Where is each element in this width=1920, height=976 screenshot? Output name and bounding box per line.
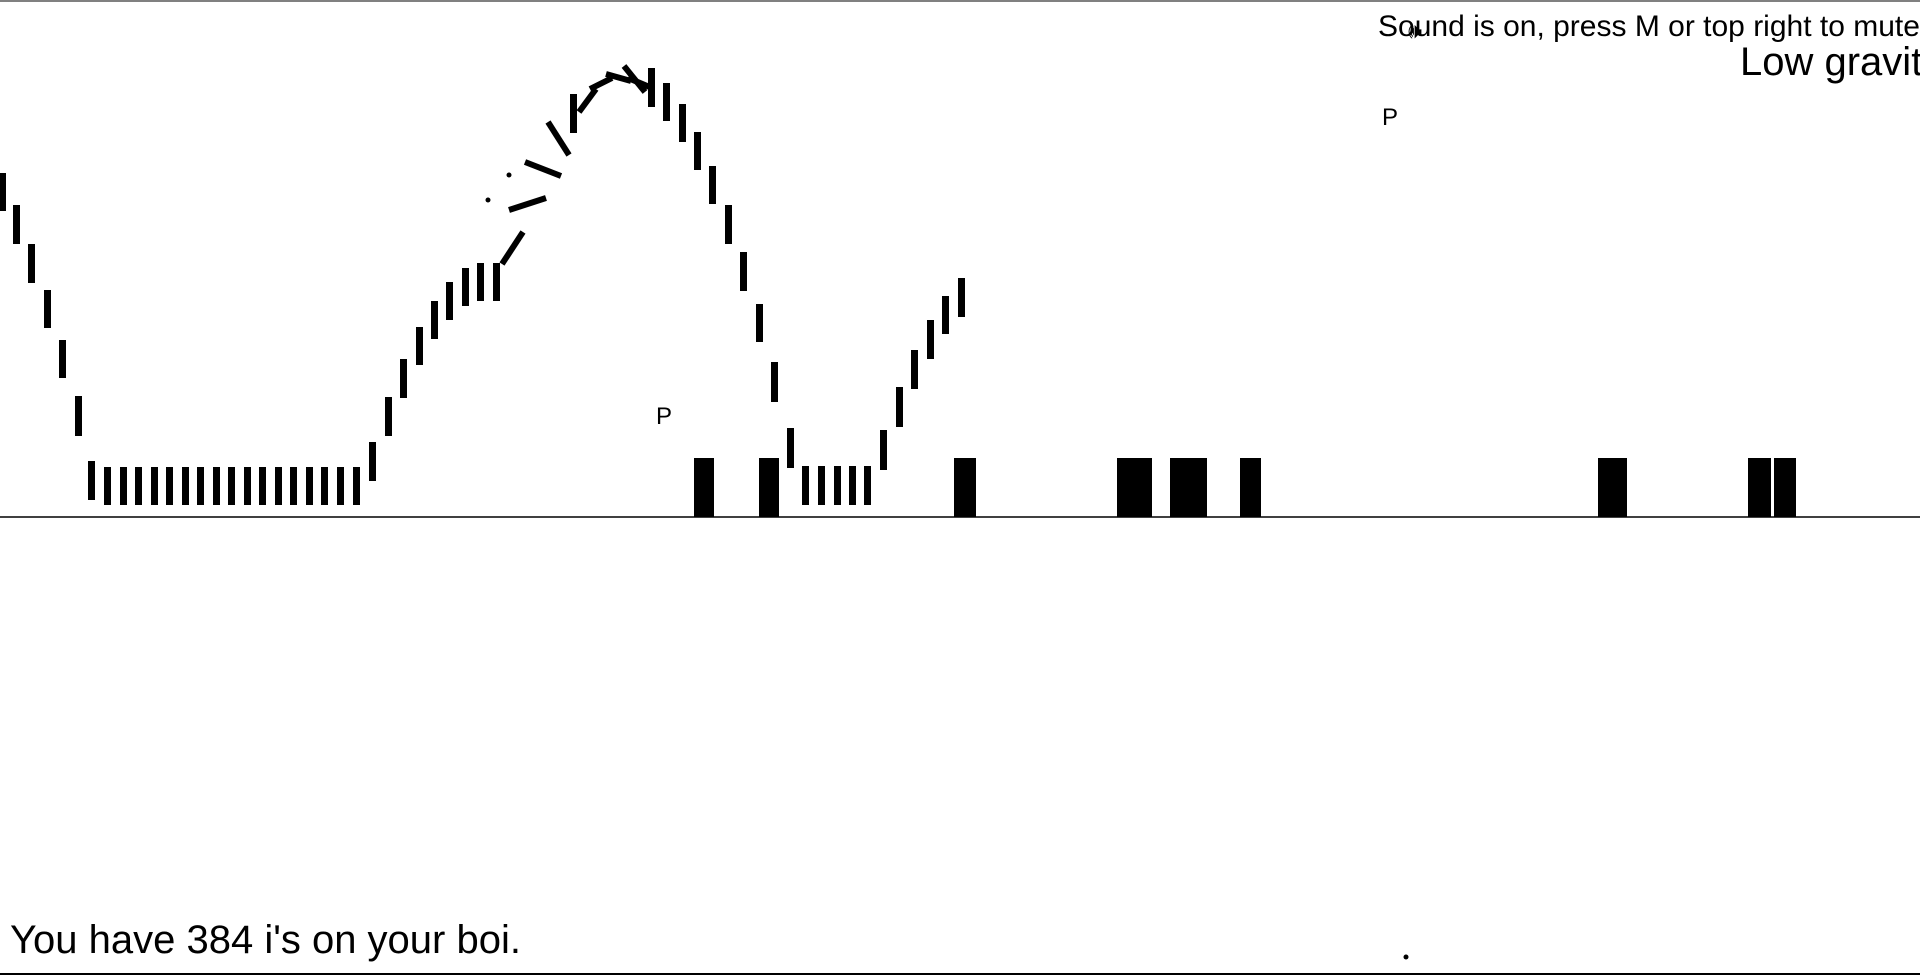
i-bar xyxy=(182,467,189,505)
obstacle-block xyxy=(1598,458,1627,517)
i-bar xyxy=(28,244,35,283)
boi-segment xyxy=(605,71,632,84)
powerup-p: P xyxy=(656,403,673,430)
i-bar xyxy=(493,263,500,301)
i-bar xyxy=(228,467,235,505)
i-bar xyxy=(942,296,949,334)
i-bar xyxy=(306,467,313,505)
i-bar xyxy=(135,467,142,505)
obstacles xyxy=(694,458,1796,517)
i-bar xyxy=(787,428,794,468)
i-bar xyxy=(849,466,856,505)
obstacle-block xyxy=(1240,458,1261,517)
i-bar xyxy=(864,466,871,505)
i-bar xyxy=(477,263,484,301)
boi-segment xyxy=(576,87,599,114)
dots xyxy=(485,172,1409,960)
i-bar xyxy=(958,278,965,317)
dot xyxy=(485,197,491,203)
i-bar xyxy=(416,327,423,365)
obstacle-block xyxy=(1774,458,1796,517)
i-counter-text: You have 384 i's on your boi. xyxy=(10,918,521,962)
obstacle-block xyxy=(1170,458,1207,517)
i-bar xyxy=(679,104,686,142)
i-bar xyxy=(834,466,841,505)
powerup-p: P xyxy=(1382,104,1399,131)
i-bar xyxy=(0,173,6,211)
boi-segment xyxy=(588,75,614,92)
i-bar xyxy=(911,350,918,389)
speaker-icon[interactable]: 🕪 xyxy=(1408,18,1422,43)
i-bar xyxy=(88,461,95,500)
i-bar xyxy=(771,362,778,402)
i-bar xyxy=(400,359,407,398)
i-bar xyxy=(120,467,127,505)
i-bar xyxy=(13,205,20,244)
i-bar xyxy=(44,290,51,328)
i-bar xyxy=(740,252,747,291)
boi-segment xyxy=(545,120,572,157)
i-bar xyxy=(353,467,360,505)
boi-segment xyxy=(523,159,563,179)
i-bar xyxy=(802,466,809,505)
obstacle-block xyxy=(1748,458,1771,517)
i-bar xyxy=(896,387,903,427)
i-bar xyxy=(213,467,220,505)
mode-label: Low gravity xyxy=(1740,40,1920,84)
i-bar xyxy=(197,467,204,505)
player-boi xyxy=(499,64,654,266)
i-bar xyxy=(290,467,297,505)
i-bar xyxy=(462,268,469,306)
i-bar xyxy=(694,132,701,170)
i-bar xyxy=(151,467,158,505)
i-bar xyxy=(880,430,887,470)
i-bar xyxy=(431,301,438,339)
i-bar xyxy=(59,340,66,378)
i-bar xyxy=(244,467,251,505)
obstacle-block xyxy=(759,458,779,517)
i-bar xyxy=(663,83,670,121)
i-bar xyxy=(570,94,577,133)
obstacle-block xyxy=(954,458,976,517)
i-bar xyxy=(709,166,716,204)
i-bar xyxy=(321,467,328,505)
i-bar xyxy=(927,320,934,359)
i-bar xyxy=(166,467,173,505)
dot xyxy=(1403,954,1409,960)
i-bar xyxy=(385,397,392,436)
i-bar xyxy=(756,304,763,342)
i-bar xyxy=(104,467,111,505)
i-bar xyxy=(337,467,344,505)
i-bar xyxy=(818,466,825,505)
boi-segment xyxy=(626,75,654,91)
i-bar xyxy=(275,467,282,505)
i-bar xyxy=(369,442,376,481)
i-wave-track xyxy=(0,68,965,505)
i-bar xyxy=(259,467,266,505)
i-bar xyxy=(446,282,453,320)
obstacle-block xyxy=(1117,458,1152,517)
boi-segment xyxy=(499,230,526,266)
dot xyxy=(506,172,512,178)
i-bar xyxy=(725,205,732,244)
i-bar xyxy=(75,396,82,436)
sound-status-text: Sound is on, press M or top right to mut… xyxy=(1378,10,1920,43)
obstacle-block xyxy=(694,458,714,517)
boi-segment xyxy=(508,195,547,213)
